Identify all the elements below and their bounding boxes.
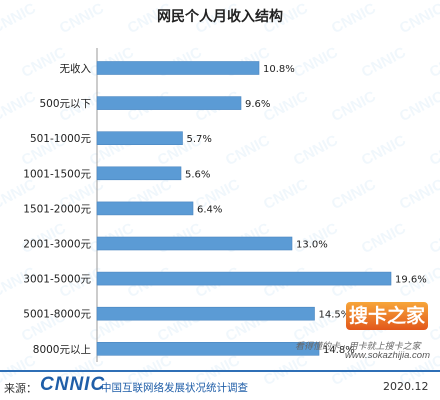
bar — [96, 236, 293, 251]
category-label: 501-1000元 — [30, 133, 92, 145]
value-label: 9.6% — [245, 99, 270, 110]
bar — [96, 96, 242, 110]
value-label: 6.4% — [197, 204, 222, 215]
cnnic-subtitle: 中国互联网络发展状况统计调查 — [101, 382, 248, 394]
category-label: 1501-2000元 — [23, 203, 91, 215]
footer-divider — [0, 370, 440, 372]
value-label: 10.8% — [263, 64, 295, 75]
category-label: 8000元以上 — [33, 344, 91, 356]
category-label: 3001-5000元 — [23, 274, 91, 286]
source-label: 来源： — [4, 382, 37, 395]
chart-title: 网民个人月收入结构 — [157, 9, 283, 25]
value-label: 14.5% — [319, 310, 351, 321]
category-label: 5001-8000元 — [23, 309, 91, 321]
site-tagline: 看得懂的卡 · 用卡就上搜卡之家 — [295, 342, 421, 352]
bar — [96, 341, 320, 356]
category-label: 500元以下 — [39, 98, 91, 110]
category-label: 无收入 — [60, 62, 92, 75]
bar — [96, 201, 194, 216]
bar — [96, 271, 392, 286]
value-label: 19.6% — [395, 275, 427, 286]
report-date: 2020.12 — [383, 380, 429, 393]
bar — [96, 306, 315, 321]
bar — [96, 61, 260, 75]
value-label: 5.7% — [187, 134, 212, 145]
value-label: 13.0% — [296, 240, 328, 251]
bar — [96, 166, 182, 181]
bar-chart: 无收入 10.8% 500元以下 9.6% 501-1000元 5.7% 1001-1500… — [23, 48, 427, 362]
bar — [96, 131, 183, 145]
category-label: 1001-1500元 — [23, 168, 91, 180]
site-url: www.sokazhijia.com — [345, 350, 430, 361]
value-label: 14.8% — [323, 345, 355, 356]
site-logo: 搜卡之家 — [346, 302, 428, 330]
cnnic-logo: CNNIC — [40, 374, 106, 395]
value-label: 5.6% — [185, 169, 210, 180]
category-label: 2001-3000元 — [23, 239, 91, 251]
